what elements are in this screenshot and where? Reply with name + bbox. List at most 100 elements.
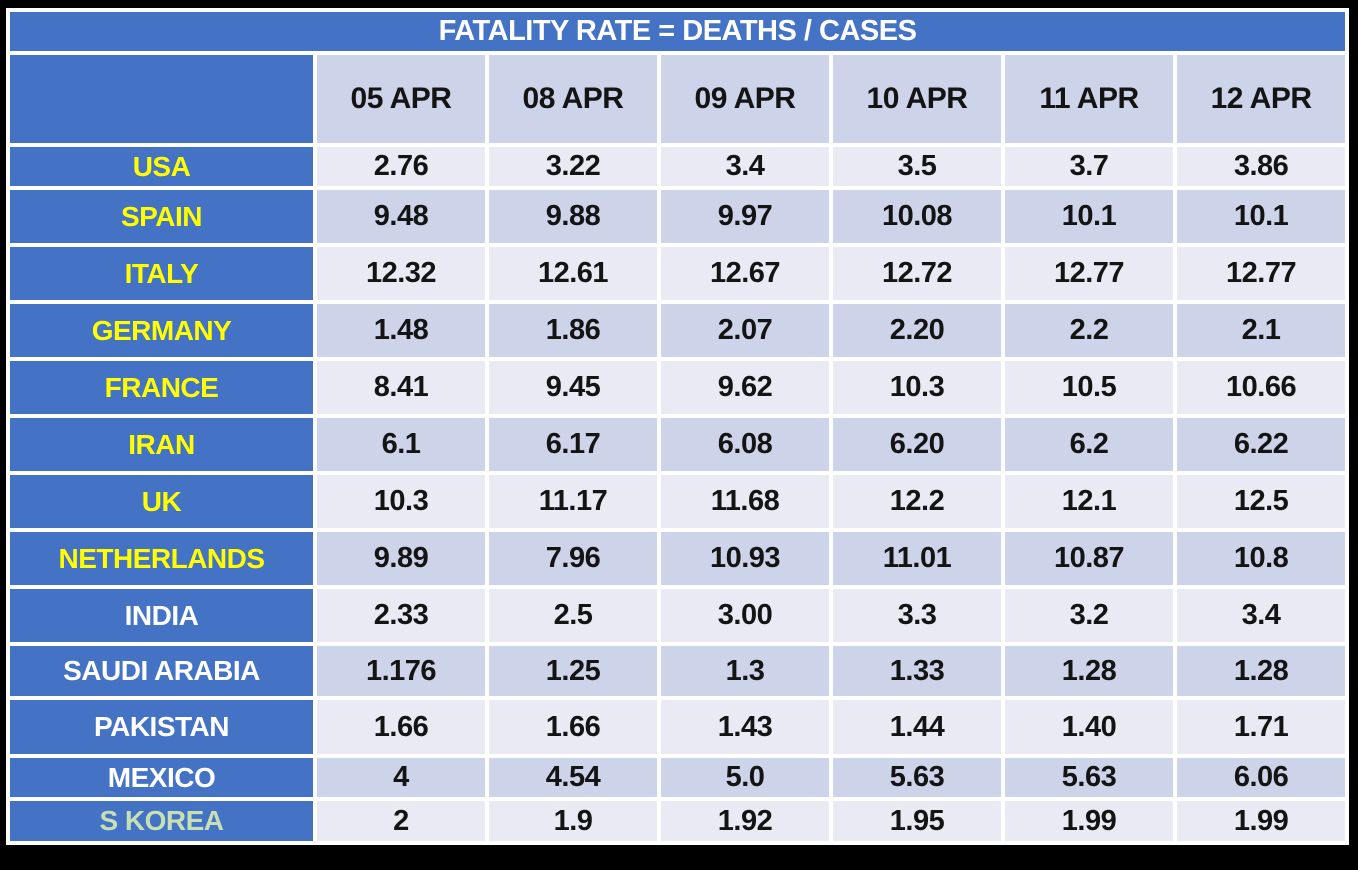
rate-cell: 3.5	[833, 147, 1001, 186]
rate-cell: 3.4	[1177, 589, 1346, 642]
rate-cell: 2	[317, 801, 485, 841]
table-row: IRAN 6.1 6.17 6.08 6.20 6.2 6.22	[10, 418, 1346, 471]
rate-cell: 6.20	[833, 418, 1001, 471]
country-label: FRANCE	[10, 361, 313, 414]
rate-cell: 5.0	[661, 758, 829, 797]
date-header: 12 APR	[1177, 55, 1346, 143]
rate-cell: 12.77	[1005, 247, 1173, 300]
rate-cell: 9.89	[317, 532, 485, 585]
rate-cell: 6.06	[1177, 758, 1346, 797]
rate-cell: 12.61	[489, 247, 657, 300]
rate-cell: 5.63	[1005, 758, 1173, 797]
country-label: INDIA	[10, 589, 313, 642]
country-label: UK	[10, 475, 313, 528]
rate-cell: 10.1	[1177, 190, 1346, 243]
rate-cell: 1.28	[1005, 646, 1173, 696]
table-row: UK 10.3 11.17 11.68 12.2 12.1 12.5	[10, 475, 1346, 528]
rate-cell: 12.77	[1177, 247, 1346, 300]
date-header: 11 APR	[1005, 55, 1173, 143]
rate-cell: 1.44	[833, 700, 1001, 754]
rate-cell: 9.97	[661, 190, 829, 243]
rate-cell: 10.87	[1005, 532, 1173, 585]
rate-cell: 9.48	[317, 190, 485, 243]
rate-cell: 1.99	[1005, 801, 1173, 841]
country-label: ITALY	[10, 247, 313, 300]
rate-cell: 4.54	[489, 758, 657, 797]
rate-cell: 2.76	[317, 147, 485, 186]
rate-cell: 12.72	[833, 247, 1001, 300]
table-row: GERMANY 1.48 1.86 2.07 2.20 2.2 2.1	[10, 304, 1346, 357]
rate-cell: 3.00	[661, 589, 829, 642]
rate-cell: 3.22	[489, 147, 657, 186]
country-label: S KOREA	[10, 801, 313, 841]
rate-cell: 2.1	[1177, 304, 1346, 357]
rate-cell: 12.32	[317, 247, 485, 300]
table-row: MEXICO 4 4.54 5.0 5.63 5.63 6.06	[10, 758, 1346, 797]
rate-cell: 4	[317, 758, 485, 797]
rate-cell: 9.88	[489, 190, 657, 243]
rate-cell: 10.1	[1005, 190, 1173, 243]
rate-cell: 1.25	[489, 646, 657, 696]
rate-cell: 10.3	[833, 361, 1001, 414]
rate-cell: 12.1	[1005, 475, 1173, 528]
rate-cell: 1.66	[489, 700, 657, 754]
table-row: SPAIN 9.48 9.88 9.97 10.08 10.1 10.1	[10, 190, 1346, 243]
rate-cell: 1.40	[1005, 700, 1173, 754]
rate-cell: 12.67	[661, 247, 829, 300]
rate-cell: 1.99	[1177, 801, 1346, 841]
rate-cell: 2.33	[317, 589, 485, 642]
country-label: NETHERLANDS	[10, 532, 313, 585]
rate-cell: 1.176	[317, 646, 485, 696]
rate-cell: 6.17	[489, 418, 657, 471]
rate-cell: 1.33	[833, 646, 1001, 696]
country-label: USA	[10, 147, 313, 186]
rate-cell: 3.86	[1177, 147, 1346, 186]
date-header: 08 APR	[489, 55, 657, 143]
rate-cell: 9.62	[661, 361, 829, 414]
date-header: 05 APR	[317, 55, 485, 143]
rate-cell: 12.2	[833, 475, 1001, 528]
rate-cell: 1.48	[317, 304, 485, 357]
rate-cell: 1.86	[489, 304, 657, 357]
country-label: MEXICO	[10, 758, 313, 797]
rate-cell: 12.5	[1177, 475, 1346, 528]
rate-cell: 3.3	[833, 589, 1001, 642]
rate-cell: 10.3	[317, 475, 485, 528]
rate-cell: 3.7	[1005, 147, 1173, 186]
rate-cell: 8.41	[317, 361, 485, 414]
table-row: FRANCE 8.41 9.45 9.62 10.3 10.5 10.66	[10, 361, 1346, 414]
rate-cell: 1.92	[661, 801, 829, 841]
rate-cell: 2.5	[489, 589, 657, 642]
rate-cell: 1.95	[833, 801, 1001, 841]
rate-cell: 10.66	[1177, 361, 1346, 414]
rate-cell: 7.96	[489, 532, 657, 585]
rate-cell: 5.63	[833, 758, 1001, 797]
table-row: SAUDI ARABIA 1.176 1.25 1.3 1.33 1.28 1.28	[10, 646, 1346, 696]
rate-cell: 9.45	[489, 361, 657, 414]
rate-cell: 11.68	[661, 475, 829, 528]
table-title: FATALITY RATE = DEATHS / CASES	[10, 12, 1346, 51]
table-row: ITALY 12.32 12.61 12.67 12.72 12.77 12.77	[10, 247, 1346, 300]
rate-cell: 6.08	[661, 418, 829, 471]
date-header: 10 APR	[833, 55, 1001, 143]
rate-cell: 3.2	[1005, 589, 1173, 642]
rate-cell: 1.66	[317, 700, 485, 754]
rate-cell: 10.93	[661, 532, 829, 585]
rate-cell: 2.20	[833, 304, 1001, 357]
title-row: FATALITY RATE = DEATHS / CASES	[10, 12, 1346, 51]
rate-cell: 6.2	[1005, 418, 1173, 471]
rate-cell: 1.3	[661, 646, 829, 696]
fatality-rate-table: FATALITY RATE = DEATHS / CASES 05 APR 08 …	[6, 8, 1350, 845]
rate-cell: 10.8	[1177, 532, 1346, 585]
rate-cell: 6.1	[317, 418, 485, 471]
rate-cell: 1.71	[1177, 700, 1346, 754]
country-label: SPAIN	[10, 190, 313, 243]
country-label: PAKISTAN	[10, 700, 313, 754]
date-header-row: 05 APR 08 APR 09 APR 10 APR 11 APR 12 APR	[10, 55, 1346, 143]
country-label: IRAN	[10, 418, 313, 471]
rate-cell: 1.28	[1177, 646, 1346, 696]
rate-cell: 11.01	[833, 532, 1001, 585]
corner-cell	[10, 55, 313, 143]
rate-cell: 6.22	[1177, 418, 1346, 471]
